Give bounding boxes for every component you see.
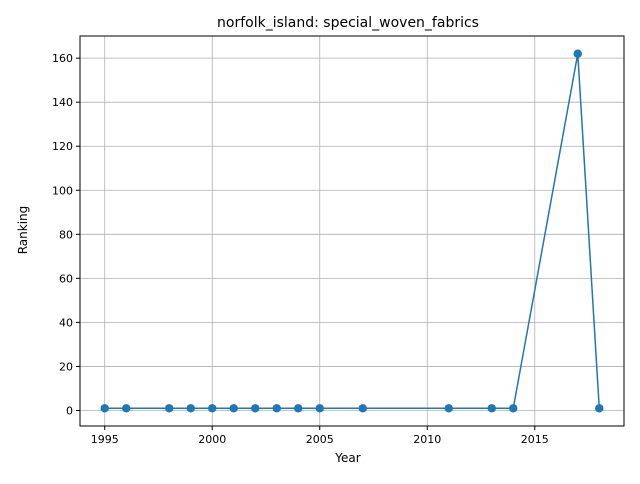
x-tick-label: 2015 [521,433,549,446]
y-axis-label: Ranking [16,206,30,255]
y-tick-label: 0 [66,404,73,417]
x-tick-label: 2005 [306,433,334,446]
y-tick-label: 20 [59,360,73,373]
y-tick-label: 120 [52,140,73,153]
grid [80,36,624,426]
data-point [444,404,453,413]
x-axis-label: Year [334,451,360,465]
data-point [487,404,496,413]
y-tick-label: 80 [59,228,73,241]
data-point [509,404,518,413]
y-tick-label: 60 [59,272,73,285]
data-point [122,404,131,413]
data-point [251,404,260,413]
data-point [595,404,604,413]
chart-title: norfolk_island: special_woven_fabrics [217,15,479,31]
data-point [186,404,195,413]
x-axis: 1995 2000 2005 2010 2015 [91,426,549,446]
y-tick-label: 100 [52,184,73,197]
data-point [100,404,109,413]
data-point [165,404,174,413]
series-line [104,53,601,410]
x-tick-label: 1995 [91,433,119,446]
x-tick-label: 2000 [198,433,226,446]
x-tick-label: 2010 [413,433,441,446]
y-tick-label: 40 [59,316,73,329]
data-point [573,49,582,58]
y-axis: 0 20 40 60 80 100 120 140 160 [52,52,80,417]
data-point [358,404,367,413]
y-tick-label: 140 [52,96,73,109]
data-point [229,404,238,413]
series-layer [100,49,604,413]
data-point [208,404,217,413]
data-point [294,404,303,413]
y-tick-label: 160 [52,52,73,65]
data-point [272,404,281,413]
data-point [315,404,324,413]
axes-frame [79,35,625,427]
